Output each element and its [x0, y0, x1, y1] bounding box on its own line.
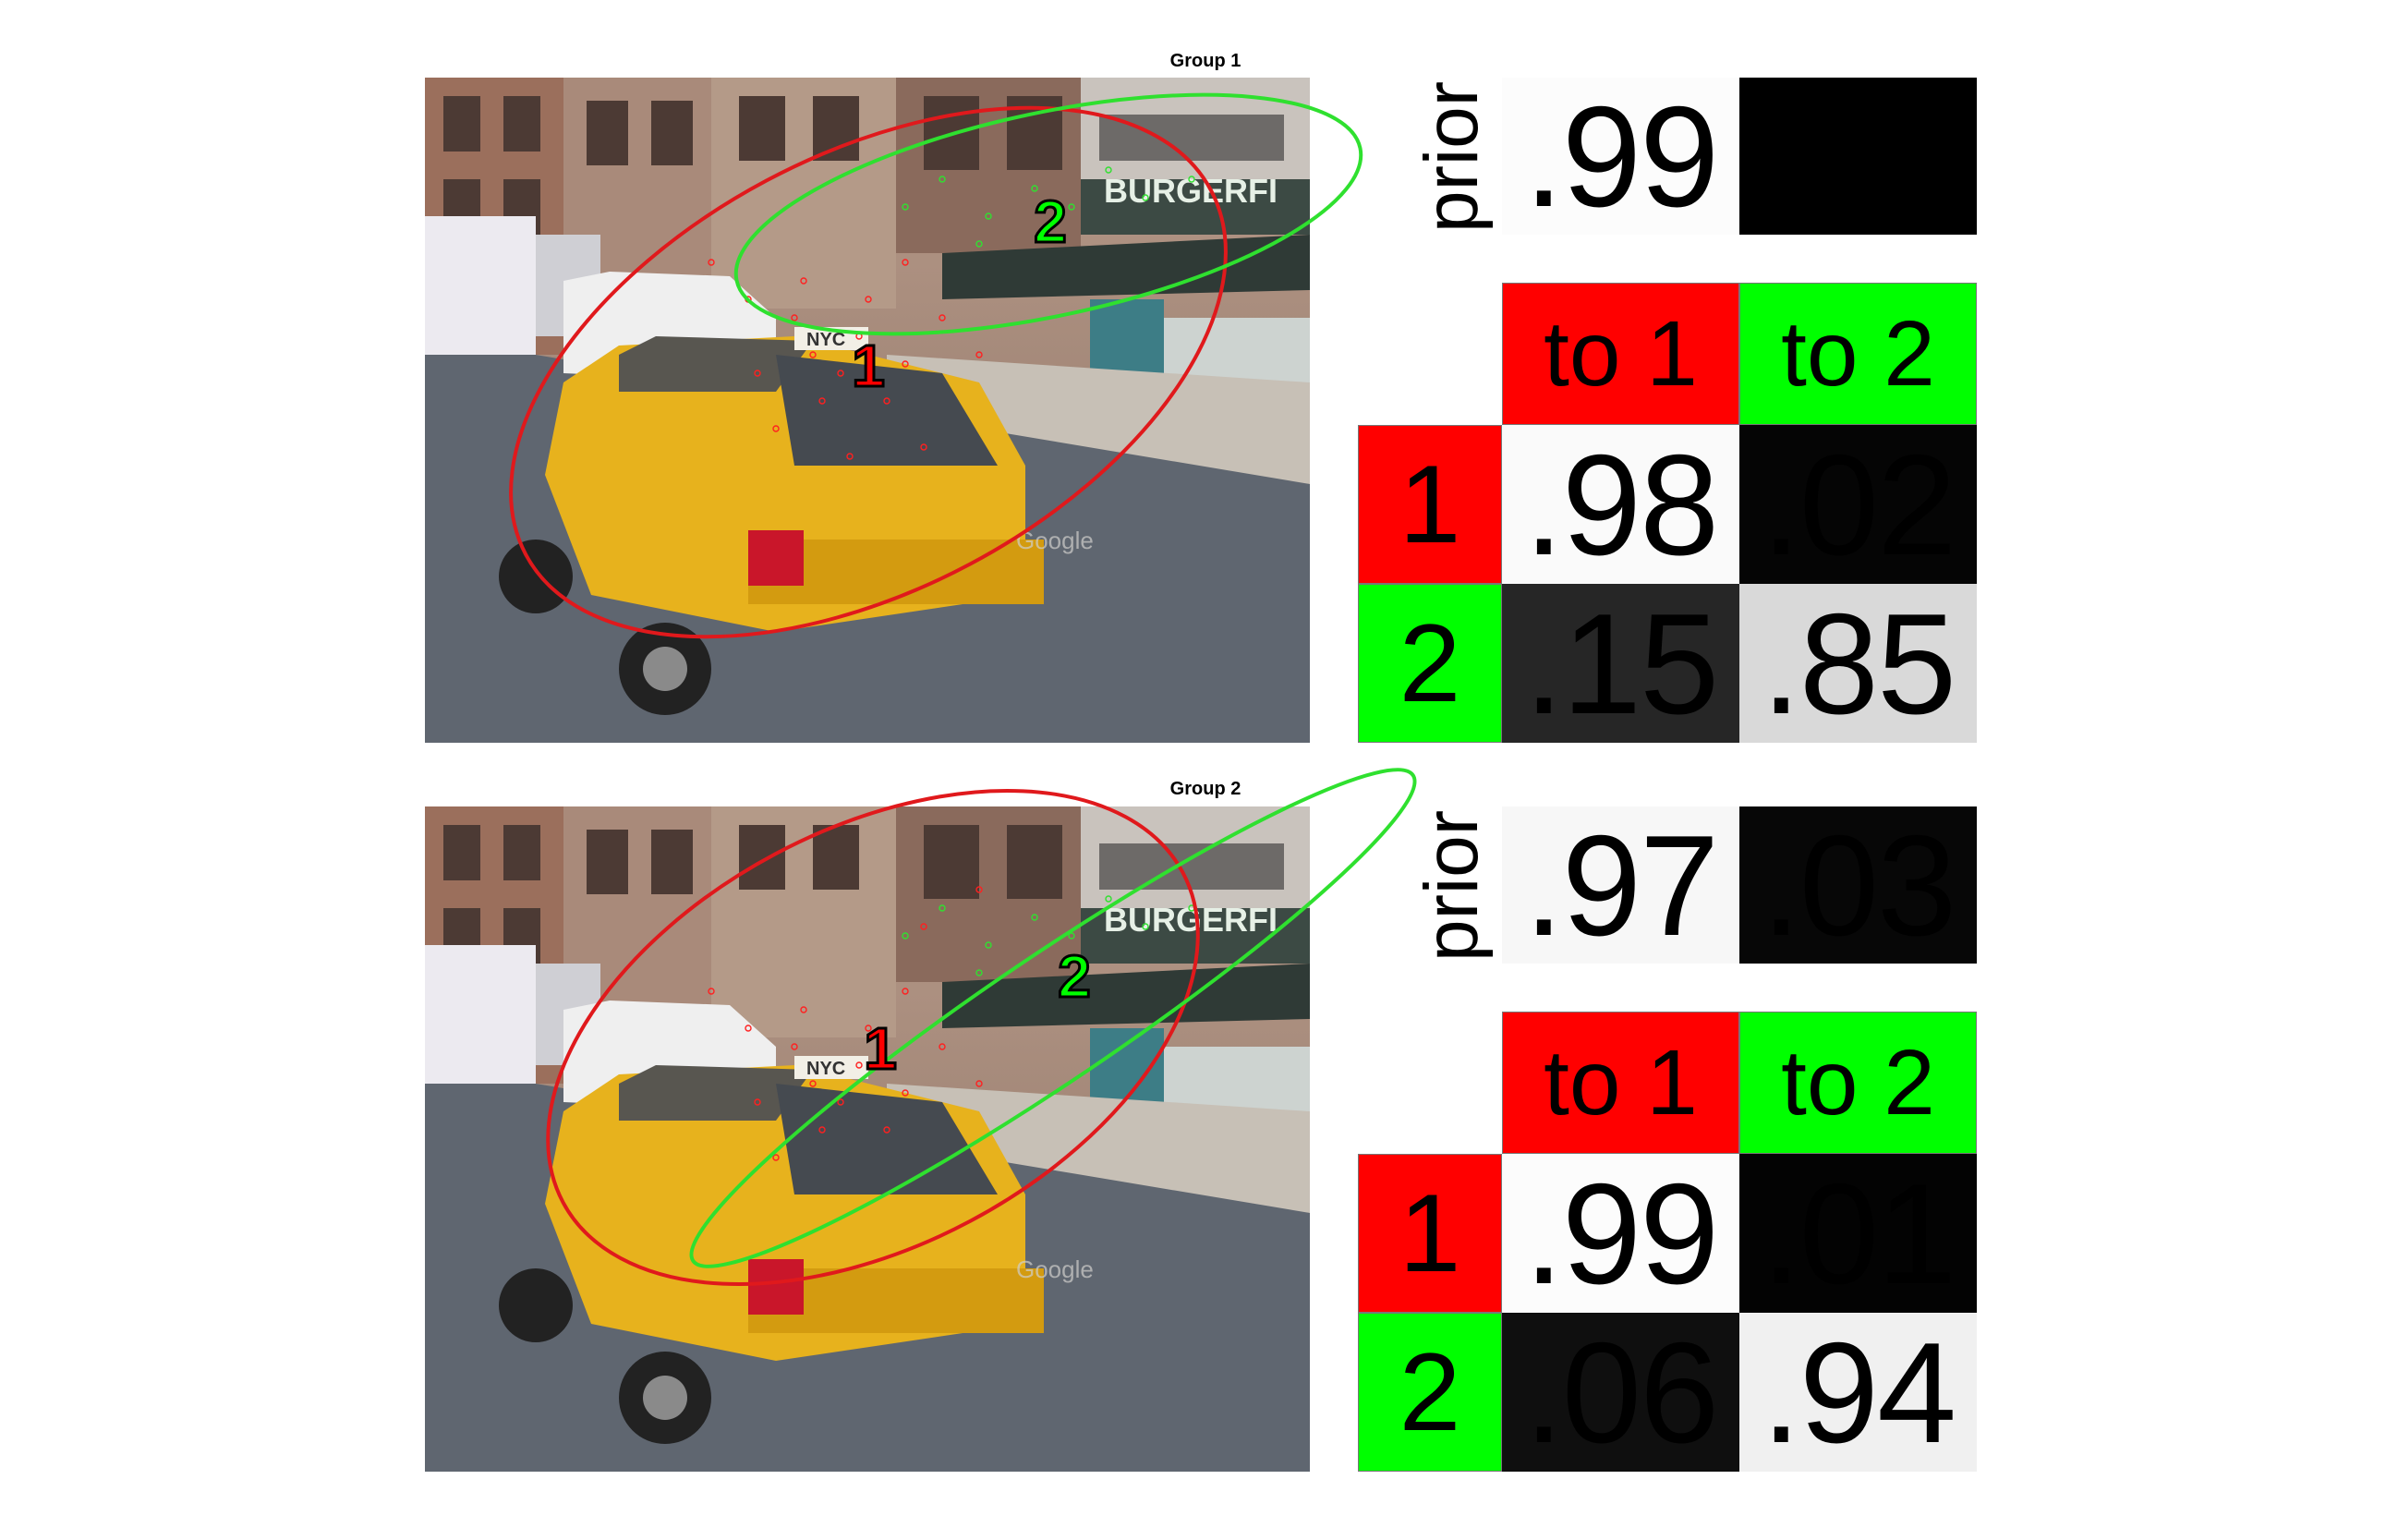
matrix-cell-2-1: .06 [1502, 1313, 1739, 1472]
prior-label: prior [1410, 80, 1494, 234]
taxi-roof-sign: NYC [806, 1059, 845, 1079]
prior-cell-1: .97 [1502, 806, 1739, 964]
matrix-cell-1-2: .01 [1739, 1154, 1977, 1313]
google-watermark: Google [1016, 527, 1094, 554]
header-to-2: to 2 [1739, 283, 1977, 425]
prior-label: prior [1410, 809, 1494, 963]
header-to-2: to 2 [1739, 1012, 1977, 1154]
prior-cell-1: .99 [1502, 78, 1739, 235]
burgerfi-sign: BURGERFI [1104, 901, 1278, 939]
matrix-cell-2-2: .85 [1739, 584, 1977, 743]
matrix-cell-2-2: .94 [1739, 1313, 1977, 1472]
group-1-title: Group 1 [1169, 51, 1241, 71]
google-watermark: Google [1016, 1255, 1094, 1283]
header-to-1: to 1 [1502, 283, 1739, 425]
street-scene-2: BURGERFI NYC Google [425, 806, 1310, 1472]
row-label-1: 1 [1358, 1154, 1502, 1313]
taxi-roof-sign: NYC [806, 330, 845, 350]
street-photo-group-1: BURGERFI NYC Google [425, 78, 1310, 743]
matrix-cell-1-1: .98 [1502, 425, 1739, 584]
row-label-2: 2 [1358, 1313, 1502, 1472]
matrix-cell-1-1: .99 [1502, 1154, 1739, 1313]
street-scene-1: BURGERFI NYC Google [425, 78, 1310, 743]
row-label-2: 2 [1358, 584, 1502, 743]
group-2-title: Group 2 [1169, 779, 1241, 799]
burgerfi-sign: BURGERFI [1104, 172, 1278, 210]
matrix-cell-2-1: .15 [1502, 584, 1739, 743]
header-to-1: to 1 [1502, 1012, 1739, 1154]
row-label-1: 1 [1358, 425, 1502, 584]
street-photo-group-2: BURGERFI NYC Google [425, 806, 1310, 1472]
prior-cell-2: .03 [1739, 806, 1977, 964]
prior-cell-2 [1739, 78, 1977, 235]
matrix-cell-1-2: .02 [1739, 425, 1977, 584]
